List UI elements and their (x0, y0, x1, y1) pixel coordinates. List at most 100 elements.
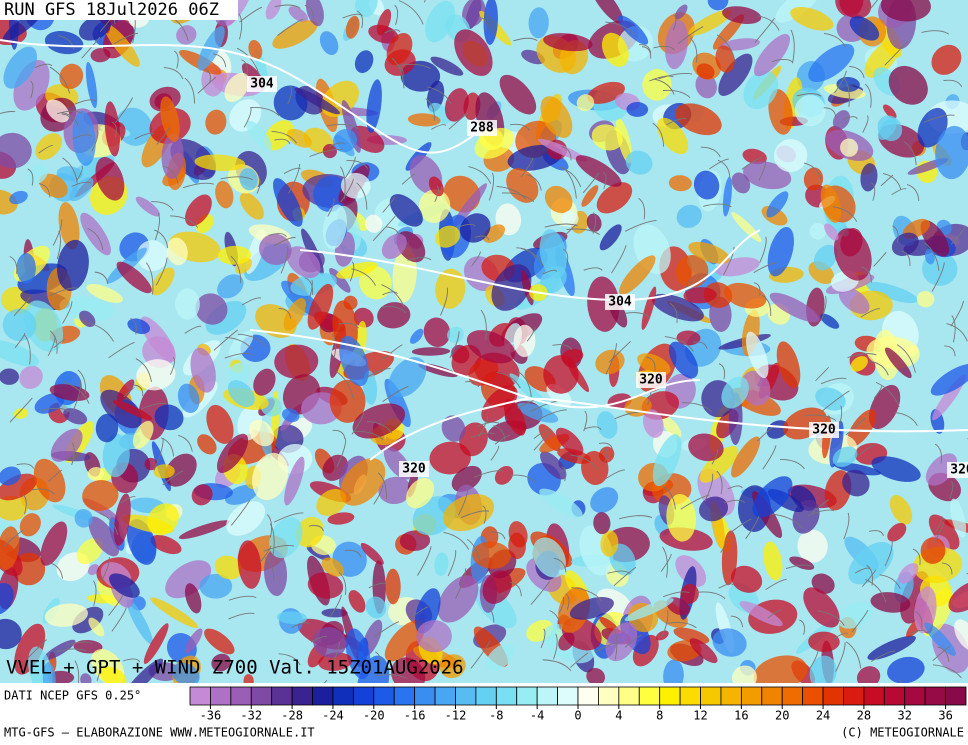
streamline (49, 66, 71, 94)
colorbar-swatch (250, 686, 273, 706)
streamline (268, 233, 287, 237)
streamline (382, 385, 409, 403)
streamline (476, 421, 500, 428)
field-blob (199, 573, 233, 599)
field-blob (880, 0, 931, 22)
streamline (401, 173, 416, 185)
contour-label-bg (636, 372, 666, 388)
streamline (759, 236, 767, 263)
streamline (667, 622, 697, 629)
streamline (564, 223, 577, 237)
streamline (280, 246, 288, 274)
streamline (809, 648, 819, 669)
field-blob (888, 65, 928, 105)
streamline (344, 549, 362, 558)
colorbar-swatch (577, 686, 599, 706)
field-blob (354, 50, 374, 74)
streamline (864, 83, 872, 108)
field-blob (849, 16, 880, 41)
field-blob (528, 7, 549, 39)
field-blob (287, 128, 312, 148)
streamline (474, 470, 504, 478)
streamline (332, 334, 337, 359)
streamline (862, 569, 877, 587)
streamline (728, 518, 752, 535)
streamline (935, 516, 943, 533)
streamline (471, 251, 481, 267)
field-blob (329, 267, 351, 293)
streamline (274, 237, 296, 247)
streamline (91, 129, 99, 152)
streamline (328, 142, 346, 148)
field-blob (776, 341, 801, 389)
field-blob (715, 45, 735, 73)
streamline (455, 568, 467, 599)
contour-line (369, 397, 968, 461)
streamline (130, 317, 137, 335)
streamline (489, 531, 506, 540)
field-blob (815, 387, 846, 411)
streamline (700, 146, 721, 158)
field-blob (763, 541, 783, 581)
field-blob (391, 657, 426, 683)
field-blob (171, 662, 200, 683)
field-blob (305, 0, 324, 27)
contour-label: 320 (402, 462, 426, 477)
field-blob (0, 340, 39, 367)
field-blob (0, 189, 18, 215)
streamline (901, 250, 911, 267)
field-blob (950, 498, 967, 538)
streamline (842, 116, 858, 120)
field-blob (224, 72, 250, 102)
streamline (111, 121, 117, 138)
field-blob (832, 446, 858, 467)
streamline (349, 261, 355, 282)
field-blob (352, 403, 406, 439)
streamline (52, 219, 63, 246)
streamline (583, 410, 588, 432)
streamline (934, 443, 942, 464)
field-blob (191, 484, 213, 506)
colorbar-swatch (352, 686, 375, 706)
field-blob (228, 331, 254, 358)
field-blob (569, 596, 614, 620)
streamline (133, 384, 144, 397)
streamline (496, 371, 521, 389)
field-blob (680, 583, 699, 604)
colorbar-tick-label: 32 (898, 709, 912, 723)
streamline (48, 469, 63, 482)
field-blob (587, 276, 620, 332)
field-blob (190, 347, 216, 393)
field-blob (753, 33, 791, 77)
streamline (613, 566, 637, 587)
streamline (108, 342, 135, 359)
field-blob (652, 434, 682, 487)
streamline (753, 262, 777, 274)
colorbar-swatch (924, 686, 946, 706)
streamline (71, 442, 75, 466)
streamline (833, 632, 849, 639)
field-blob (126, 599, 153, 645)
streamline (397, 63, 431, 69)
field-blob (39, 173, 68, 199)
streamline (761, 294, 772, 317)
streamline (566, 228, 600, 236)
streamline (49, 330, 58, 354)
source-label: DATI NCEP GFS 0.25° (4, 689, 141, 703)
field-blob (321, 608, 348, 618)
field-blob (269, 517, 303, 559)
streamline (259, 545, 272, 563)
streamline (693, 341, 708, 349)
field-blob (581, 185, 599, 207)
field-blob (576, 94, 595, 112)
streamline (871, 182, 876, 201)
streamline (308, 525, 324, 532)
field-blob (506, 168, 539, 203)
colorbar-tick-label: -24 (322, 709, 344, 723)
field-blob (544, 185, 573, 214)
streamline (896, 344, 916, 373)
streamline (703, 203, 732, 208)
streamline (431, 124, 447, 130)
streamline (490, 445, 500, 461)
streamline (765, 578, 787, 590)
